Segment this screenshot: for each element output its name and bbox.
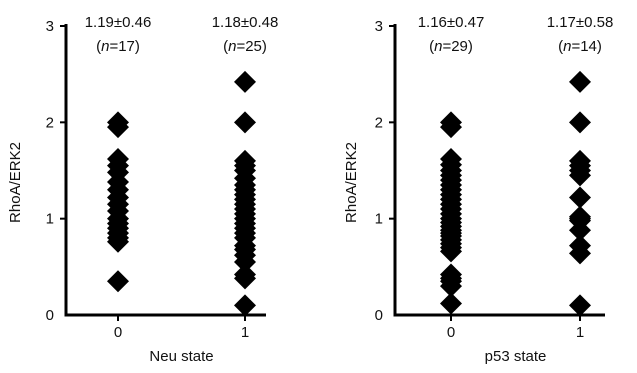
y-tick-label: 1	[375, 211, 383, 228]
x-tick-label: 0	[447, 324, 455, 341]
annotation-n-variable: n	[434, 38, 442, 55]
data-point-diamond	[234, 111, 256, 134]
data-point-diamond	[234, 70, 256, 93]
data-point-diamond	[234, 294, 256, 317]
annotation-mean-sd: 1.17±0.58	[547, 14, 614, 31]
data-point-diamond	[107, 116, 129, 139]
annotation-mean-sd: 1.19±0.46	[85, 14, 152, 31]
data-point-diamond	[569, 294, 591, 317]
data-point-diamond	[107, 270, 129, 293]
data-point-diamond	[234, 251, 256, 274]
annotation-n: (n=25)	[223, 38, 267, 55]
annotation-n-open: (	[223, 38, 228, 55]
annotation-n: (n=17)	[96, 38, 140, 55]
data-point-diamond	[234, 267, 256, 290]
annotation-n-count: =17)	[109, 38, 139, 55]
y-tick-label: 3	[375, 18, 383, 35]
y-tick-label: 0	[46, 307, 54, 324]
annotation-n-open: (	[429, 38, 434, 55]
x-axis-label: p53 state	[485, 348, 547, 365]
y-tick-label: 2	[375, 114, 383, 131]
annotation-n-variable: n	[563, 38, 571, 55]
annotation-n-variable: n	[101, 38, 109, 55]
annotation-n-open: (	[558, 38, 563, 55]
x-tick-label: 0	[114, 324, 122, 341]
data-point-diamond	[569, 164, 591, 187]
annotation-n-open: (	[96, 38, 101, 55]
annotation-n-count: =25)	[236, 38, 266, 55]
annotation-mean-sd: 1.18±0.48	[212, 14, 279, 31]
annotation-n-count: =14)	[571, 38, 601, 55]
data-point-diamond	[569, 111, 591, 134]
data-point-diamond	[440, 240, 462, 263]
y-tick-label: 1	[46, 211, 54, 228]
y-axis-label: RhoA/ERK2	[343, 142, 360, 223]
y-tick-label: 0	[375, 307, 383, 324]
y-tick-label: 3	[46, 18, 54, 35]
data-point-diamond	[440, 275, 462, 298]
x-axis-label: Neu state	[149, 348, 213, 365]
data-point-diamond	[440, 292, 462, 315]
data-point-diamond	[107, 230, 129, 253]
x-tick-label: 1	[576, 324, 584, 341]
data-point-diamond	[569, 70, 591, 93]
annotation-n: (n=29)	[429, 38, 473, 55]
annotation-n: (n=14)	[558, 38, 602, 55]
annotation-n-count: =29)	[442, 38, 472, 55]
y-axis-label: RhoA/ERK2	[7, 142, 24, 223]
x-tick-label: 1	[241, 324, 249, 341]
y-tick-label: 2	[46, 114, 54, 131]
data-point-diamond	[569, 219, 591, 242]
data-point-diamond	[569, 186, 591, 209]
annotation-mean-sd: 1.16±0.47	[418, 14, 485, 31]
annotation-n-variable: n	[228, 38, 236, 55]
data-point-diamond	[440, 116, 462, 139]
data-point-diamond	[569, 242, 591, 265]
